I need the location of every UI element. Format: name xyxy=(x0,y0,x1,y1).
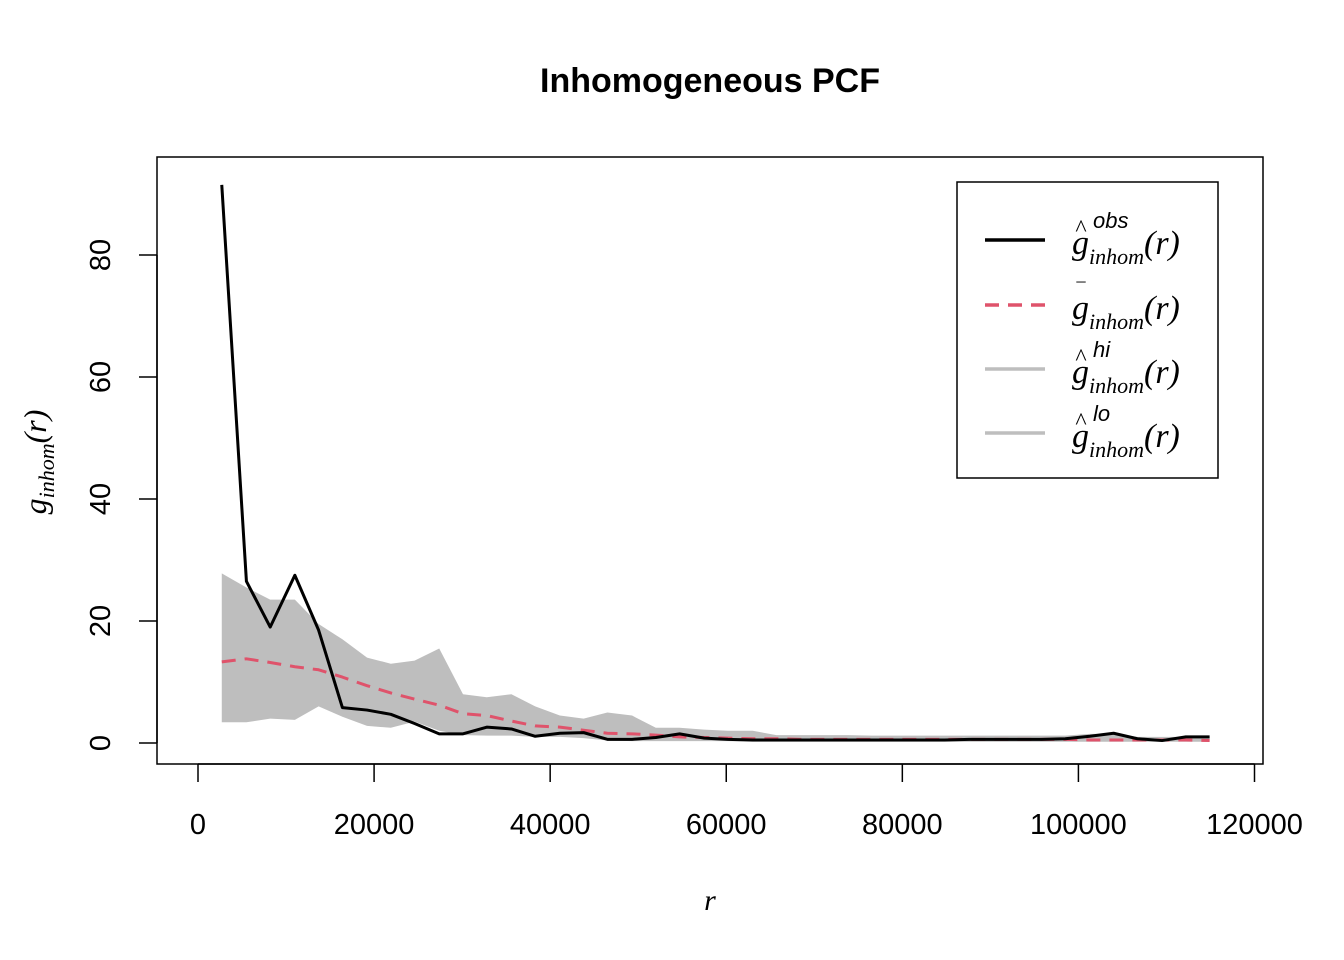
legend-label: ginhom(r) xyxy=(1072,354,1180,398)
y-tick-label: 60 xyxy=(85,361,117,393)
legend-label-part: inhom xyxy=(1089,309,1144,334)
envelope-band xyxy=(221,573,1210,742)
chart-title: Inhomogeneous PCF xyxy=(540,62,880,100)
legend-box xyxy=(956,181,1219,479)
x-tick-label: 0 xyxy=(190,809,206,841)
y-axis: 0 20 40 60 80 xyxy=(85,239,158,751)
legend-label-part: inhom xyxy=(1089,373,1144,398)
x-tick-label: 100000 xyxy=(1030,809,1127,841)
x-tick-label: 40000 xyxy=(510,809,591,841)
x-tick-label: 80000 xyxy=(862,809,943,841)
x-tick-label: 20000 xyxy=(334,809,415,841)
y-axis-label: ginhom(r) xyxy=(17,410,59,515)
y-tick-label: 20 xyxy=(85,605,117,637)
y-axis-label-sub: inhom xyxy=(34,443,59,498)
legend-accent: ^ xyxy=(1075,216,1086,242)
legend-superscript: lo xyxy=(1093,401,1110,426)
legend-label-part: g xyxy=(1072,418,1089,455)
legend-label: ginhom(r) xyxy=(1072,225,1180,269)
legend-label-part: (r) xyxy=(1144,418,1180,455)
legend-label: ginhom(r) xyxy=(1072,418,1180,462)
legend-label-part: inhom xyxy=(1089,244,1144,269)
legend-label: ginhom(r) xyxy=(1072,290,1180,334)
y-tick-label: 0 xyxy=(85,735,117,751)
legend-superscript: hi xyxy=(1093,337,1111,362)
legend-label-part: inhom xyxy=(1089,437,1144,462)
x-tick-label: 60000 xyxy=(686,809,767,841)
x-axis: 0 20000 40000 60000 80000 100000 120000 xyxy=(190,763,1303,841)
legend-label-part: g xyxy=(1072,354,1089,391)
legend-label-part: (r) xyxy=(1144,225,1180,262)
y-tick-label: 40 xyxy=(85,483,117,515)
legend-accent: ^ xyxy=(1075,345,1086,371)
legend-accent: ‾ xyxy=(1076,281,1086,307)
legend-label-part: (r) xyxy=(1144,354,1180,391)
envelope-layer xyxy=(221,573,1210,742)
y-tick-label: 80 xyxy=(85,239,117,271)
y-axis-label-base: g xyxy=(17,498,53,514)
legend-label-part: g xyxy=(1072,290,1089,327)
legend-superscript: obs xyxy=(1093,208,1128,233)
legend-label-part: (r) xyxy=(1144,290,1180,327)
x-axis-label: r xyxy=(704,884,716,917)
x-tick-label: 120000 xyxy=(1206,809,1303,841)
y-axis-label-arg: (r) xyxy=(17,410,53,444)
legend-label-part: g xyxy=(1072,225,1089,262)
series-layer xyxy=(220,184,1210,743)
legend-accent: ^ xyxy=(1075,409,1086,435)
series-line-obs xyxy=(220,184,1210,743)
